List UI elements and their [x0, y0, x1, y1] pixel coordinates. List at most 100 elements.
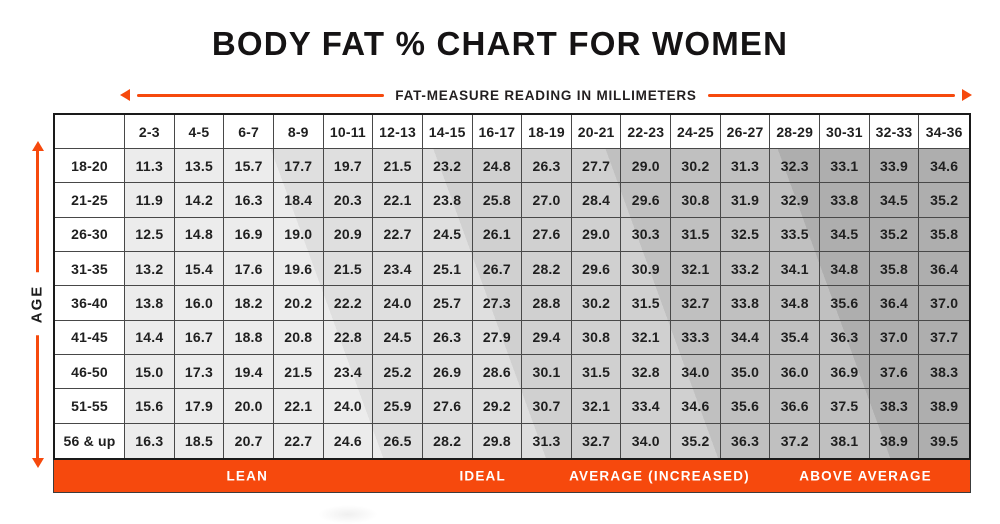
table-cell: 28.2	[522, 251, 572, 287]
arrow-left-icon	[120, 89, 130, 101]
table-cell: 31.5	[671, 217, 721, 252]
table-cell: 33.1	[820, 149, 870, 184]
table-cell: 15.7	[224, 149, 274, 184]
table-cell: 13.2	[125, 251, 175, 287]
table-cell: 36.3	[820, 320, 870, 355]
table-cell: 28.4	[571, 183, 622, 218]
table-cell: 23.8	[422, 183, 473, 218]
arrow-down-icon	[31, 458, 44, 468]
table-cell: 19.6	[273, 251, 324, 287]
table-cell: 30.7	[522, 389, 572, 424]
table-cell: 28.6	[472, 354, 523, 390]
table-cell: 29.6	[571, 251, 622, 287]
table-cell: 24.8	[472, 149, 523, 184]
column-header: 22-23	[621, 115, 672, 149]
table-cell: 18.5	[175, 423, 225, 458]
table-cell: 33.9	[869, 149, 920, 184]
table-cell: 30.8	[571, 320, 622, 355]
table-cell: 29.0	[571, 217, 622, 252]
category-footer-bar: LEAN IDEAL AVERAGE (INCREASED) ABOVE AVERAG…	[53, 460, 971, 493]
table-cell: 24.0	[323, 389, 374, 424]
table-cell: 22.8	[323, 320, 374, 355]
category-label: ABOVE AVERAGE	[799, 468, 932, 484]
table-cell: 17.6	[224, 251, 274, 287]
table-cell: 21.5	[373, 149, 423, 184]
row-header: 46-50	[55, 354, 125, 390]
table-cell: 32.9	[770, 183, 821, 218]
table-cell: 38.9	[870, 423, 920, 458]
column-header: 30-31	[820, 115, 870, 149]
table-cell: 30.9	[621, 251, 672, 287]
table-cell: 32.5	[720, 217, 771, 252]
table-cell: 37.5	[820, 389, 870, 424]
row-header: 41-45	[55, 320, 125, 355]
table-cell: 38.1	[820, 423, 870, 458]
table-cell: 29.2	[472, 389, 523, 424]
table-cell: 15.4	[174, 251, 225, 287]
row-header: 31-35	[55, 251, 125, 287]
table-cell: 28.2	[423, 423, 473, 458]
table-cell: 24.0	[373, 286, 423, 321]
table-cell: 15.6	[125, 389, 175, 424]
table-cell: 36.9	[820, 354, 870, 390]
table-cell: 32.3	[770, 149, 821, 184]
table-cell: 32.1	[671, 251, 721, 287]
column-header: 4-5	[174, 115, 225, 149]
table-cell: 22.2	[323, 286, 374, 321]
table-cell: 16.3	[125, 423, 175, 458]
column-header: 26-27	[720, 115, 771, 149]
table-cell: 34.8	[770, 286, 821, 321]
category-label: AVERAGE (INCREASED)	[569, 468, 750, 484]
column-header: 32-33	[869, 115, 920, 149]
table-cell: 21.5	[273, 354, 324, 390]
table-cell: 27.0	[522, 183, 572, 218]
column-header: 16-17	[472, 115, 523, 149]
table-cell: 22.1	[373, 183, 423, 218]
corner-cell	[55, 115, 125, 149]
table-cell: 14.4	[125, 320, 175, 355]
row-header: 36-40	[55, 286, 125, 321]
table-cell: 37.0	[869, 320, 920, 355]
table-cell: 26.3	[422, 320, 473, 355]
table-cell: 31.5	[571, 354, 622, 390]
table-cell: 35.6	[720, 389, 771, 424]
table-cell: 16.3	[224, 183, 274, 218]
table-cell: 23.4	[373, 251, 423, 287]
table-cell: 32.1	[571, 389, 622, 424]
table-cell: 26.5	[373, 423, 423, 458]
table-cell: 24.5	[373, 320, 423, 355]
table-cell: 37.2	[770, 423, 821, 458]
table-cell: 19.0	[273, 217, 324, 252]
column-header: 24-25	[671, 115, 721, 149]
row-header: 26-30	[55, 217, 125, 252]
table-cell: 34.4	[720, 320, 771, 355]
table-cell: 37.7	[919, 321, 969, 355]
table-cell: 17.9	[174, 389, 225, 424]
table-cell: 34.6	[919, 149, 969, 184]
table-cell: 31.3	[720, 149, 771, 184]
column-header: 34-36	[919, 115, 969, 149]
x-axis-label-row: FAT-MEASURE READING IN MILLIMETERS	[120, 87, 973, 103]
table-cell: 25.2	[373, 354, 423, 390]
table-cell: 30.2	[571, 286, 622, 321]
row-header: 56 & up	[55, 423, 125, 458]
table-cell: 20.0	[224, 389, 274, 424]
table-cell: 19.4	[224, 354, 274, 390]
table-cell: 36.3	[721, 423, 771, 458]
table-cell: 22.1	[273, 389, 324, 424]
table-cell: 24.6	[324, 423, 374, 458]
table-cell: 13.5	[174, 149, 225, 184]
table-cell: 32.1	[621, 320, 672, 355]
column-header: 6-7	[224, 115, 274, 149]
arrow-up-icon	[31, 141, 44, 151]
category-label: IDEAL	[459, 468, 506, 484]
table-cell: 34.0	[621, 423, 672, 458]
table-cell: 26.7	[472, 251, 523, 287]
smudge-artifact	[318, 505, 378, 524]
table-cell: 32.7	[671, 286, 721, 321]
table-cell: 35.8	[869, 251, 920, 287]
table-cell: 30.3	[621, 217, 672, 252]
table-cell: 24.5	[422, 217, 473, 252]
table-cell: 17.3	[174, 354, 225, 390]
